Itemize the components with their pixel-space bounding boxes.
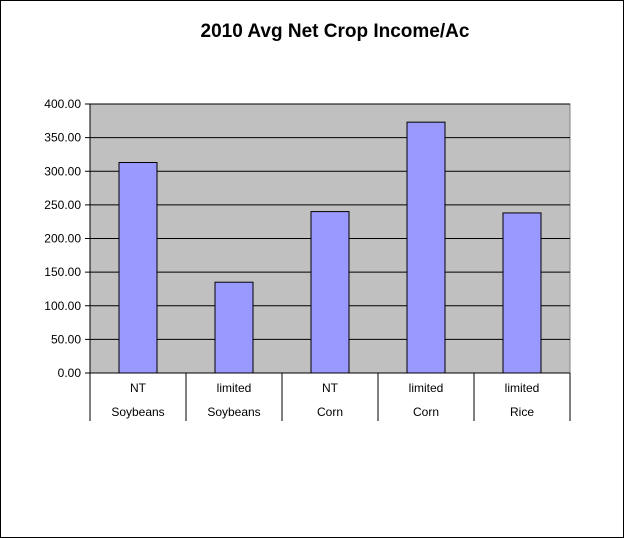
bar [406, 121, 446, 374]
x-tick-label: limited [409, 381, 444, 395]
y-tick-label: 200.00 [44, 232, 81, 246]
x-tick-label: Soybeans [207, 405, 260, 419]
x-axis: NT Soybeans limited Soybeans NT Corn limited Co… [89, 372, 571, 421]
x-tick-label: NT [322, 381, 339, 395]
y-tick-label: 0.00 [58, 366, 82, 380]
y-tick-label: 50.00 [51, 332, 81, 346]
y-tick-label: 300.00 [44, 164, 81, 178]
bars [118, 121, 542, 374]
bar [310, 211, 350, 374]
x-tick-label: Corn [317, 405, 343, 419]
y-tick-label: 250.00 [44, 198, 81, 212]
chart-title: 2010 Avg Net Crop Income/Ac [200, 21, 470, 42]
y-tick-label: 150.00 [44, 265, 81, 279]
x-tick-label: Corn [413, 405, 439, 419]
bar [118, 162, 158, 374]
y-axis: 0.00 50.00 100.00 150.00 200.00 250.00 300.00 3… [44, 97, 91, 380]
x-tick-label: limited [505, 381, 540, 395]
x-tick-label: Soybeans [111, 405, 164, 419]
x-tick-label: limited [217, 381, 252, 395]
bar [214, 281, 254, 374]
x-tick-label: NT [130, 381, 147, 395]
y-tick-label: 400.00 [44, 97, 81, 111]
y-tick-label: 100.00 [44, 299, 81, 313]
y-tick-label: 350.00 [44, 131, 81, 145]
bar [502, 212, 542, 374]
x-tick-label: Rice [510, 405, 534, 419]
